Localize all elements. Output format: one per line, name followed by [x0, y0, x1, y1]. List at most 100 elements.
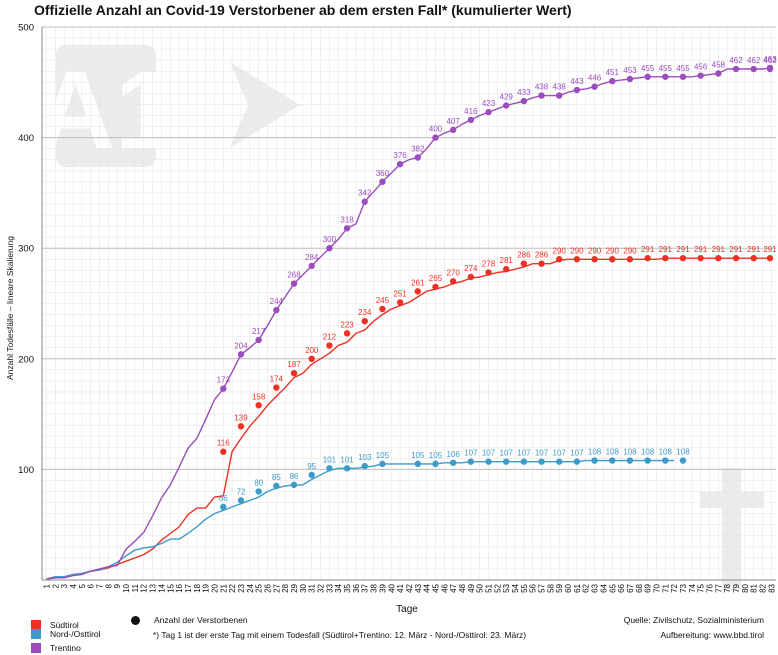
data-point	[538, 458, 545, 465]
data-point	[343, 225, 351, 232]
data-point	[591, 256, 598, 263]
data-label: 318	[340, 215, 354, 224]
data-point	[662, 457, 669, 464]
x-tick-label: 74	[688, 583, 697, 592]
data-label: 107	[517, 449, 531, 458]
data-label: 291	[694, 245, 708, 254]
chart-title: Offizielle Anzahl an Covid-19 Verstorben…	[34, 2, 572, 18]
data-label: 108	[641, 448, 655, 457]
data-label: 108	[659, 448, 673, 457]
x-tick-label: 3	[60, 583, 69, 588]
x-tick-label: 33	[325, 583, 334, 592]
data-label: 66	[219, 494, 228, 503]
x-tick-label: 23	[237, 583, 246, 592]
x-tick-label: 17	[184, 583, 193, 592]
data-point	[414, 154, 421, 161]
data-point	[255, 488, 262, 495]
data-point	[750, 254, 757, 262]
x-tick-label: 60	[564, 583, 573, 592]
data-label: 382	[411, 145, 425, 154]
data-point	[715, 254, 722, 262]
data-point	[591, 457, 598, 464]
data-point	[432, 283, 439, 291]
data-point	[766, 64, 774, 72]
data-label: 80	[254, 479, 263, 488]
series-line	[46, 459, 675, 580]
data-point	[485, 458, 492, 465]
x-tick-label: 11	[131, 583, 140, 592]
data-point	[237, 497, 245, 504]
data-point	[609, 256, 616, 263]
x-tick-label: 4	[69, 583, 78, 588]
data-label: 101	[340, 455, 354, 464]
data-label: 200	[305, 346, 319, 355]
x-tick-label: 75	[697, 583, 706, 592]
x-tick-label: 32	[317, 583, 326, 592]
data-point	[520, 458, 528, 465]
x-tick-label: 7	[96, 583, 105, 588]
x-tick-label: 72	[670, 583, 679, 592]
x-tick-label: 52	[493, 583, 502, 592]
data-label: 139	[234, 413, 248, 422]
data-label: 290	[588, 246, 602, 255]
data-point	[290, 369, 298, 377]
data-label: 443	[570, 77, 584, 86]
data-label: 173	[217, 376, 231, 385]
legend-item-nord-osttirol[interactable]: Nord-/Osttirol	[31, 629, 101, 639]
x-tick-label: 35	[343, 583, 352, 592]
data-point	[273, 384, 280, 391]
legend-item-suedtirol[interactable]: Südtirol	[31, 620, 79, 630]
data-point	[308, 471, 315, 479]
data-point	[556, 92, 563, 99]
y-tick-label: 500	[18, 23, 34, 34]
data-point	[644, 457, 651, 464]
x-tick-label: 38	[370, 583, 379, 592]
data-label: 360	[376, 169, 390, 178]
data-label: 300	[323, 235, 337, 244]
data-point	[273, 306, 280, 314]
data-label: 107	[464, 449, 478, 458]
x-tick-label: 15	[166, 583, 175, 592]
x-tick-label: 58	[546, 583, 555, 592]
x-tick-label: 55	[520, 583, 529, 592]
data-label: 223	[340, 320, 354, 329]
data-label: 107	[482, 449, 496, 458]
legend-item-trentino[interactable]: Trentino	[31, 643, 81, 653]
x-tick-label: 25	[255, 583, 264, 592]
y-tick-label: 200	[18, 354, 34, 365]
data-label: 85	[272, 473, 281, 482]
x-tick-label: 34	[334, 583, 343, 592]
x-tick-label: 39	[378, 583, 387, 592]
watermark-arrow-icon	[230, 62, 300, 148]
data-label: 274	[464, 264, 478, 273]
x-tick-label: 76	[706, 583, 715, 592]
data-label: 105	[376, 451, 390, 460]
y-axis-label: Anzahl Todesfälle – lineare Skalierung	[5, 236, 15, 380]
x-tick-label: 9	[113, 583, 122, 588]
x-tick-label: 78	[723, 583, 732, 592]
x-tick-label: 30	[299, 583, 308, 592]
data-label: 462	[747, 56, 761, 65]
x-tick-label: 19	[202, 583, 211, 592]
x-tick-label: 1	[43, 583, 52, 588]
x-tick-label: 37	[361, 583, 370, 592]
data-point	[644, 254, 651, 262]
data-point	[732, 254, 740, 262]
data-point	[379, 178, 386, 186]
data-point	[396, 160, 404, 168]
x-tick-label: 44	[423, 583, 432, 592]
legend-label: Südtirol	[50, 620, 79, 630]
data-label: 423	[482, 99, 496, 108]
data-point	[379, 460, 386, 468]
data-label: 212	[323, 333, 337, 342]
x-tick-label: 82	[759, 583, 768, 592]
data-label: 108	[676, 448, 690, 457]
data-label: 116	[217, 439, 230, 448]
data-point	[626, 256, 634, 263]
data-point	[591, 83, 598, 90]
data-point	[662, 73, 669, 80]
data-label: 95	[307, 462, 316, 471]
data-point	[644, 73, 651, 80]
data-label: 291	[712, 245, 726, 254]
